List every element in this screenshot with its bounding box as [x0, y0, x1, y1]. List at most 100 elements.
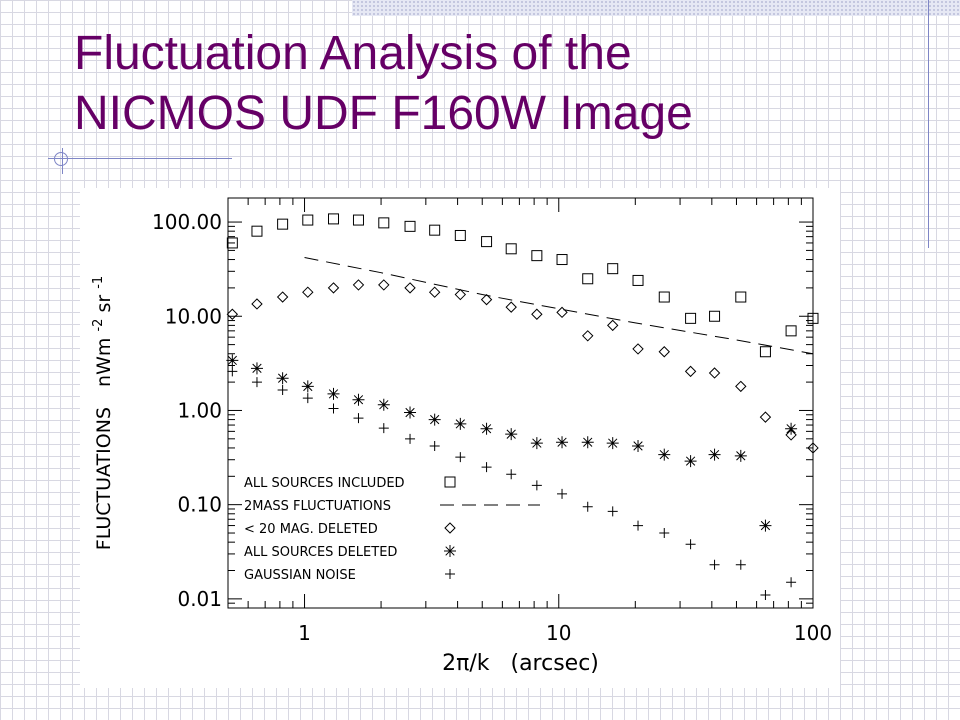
- plus-marker: [735, 559, 746, 570]
- x-tick-label: 100: [794, 621, 832, 645]
- asterisk-marker: [480, 422, 493, 435]
- square-marker: [454, 229, 466, 241]
- asterisk-marker: [276, 372, 289, 385]
- asterisk-marker: [734, 449, 747, 462]
- plus-marker: [760, 589, 771, 600]
- x-tick-label: 1: [298, 621, 311, 645]
- legend-label: ALL SOURCES INCLUDED: [244, 476, 405, 491]
- square-marker: [556, 254, 568, 266]
- square-marker: [352, 214, 364, 226]
- series-plus: [227, 366, 797, 600]
- y-axis-label-unit-exp2: -1: [91, 276, 106, 289]
- asterisk-marker: [684, 455, 697, 468]
- top-decoration-bar: [352, 0, 960, 16]
- asterisk-marker: [658, 448, 671, 461]
- square-marker: [251, 225, 263, 237]
- square-marker: [807, 312, 819, 324]
- square-marker: [505, 243, 517, 255]
- square-marker: [531, 250, 543, 262]
- x-axis-label: 2π/k (arcsec): [442, 651, 599, 676]
- square-marker: [685, 312, 697, 324]
- data-series: [226, 213, 819, 600]
- square-marker: [582, 273, 594, 285]
- plus-marker: [455, 452, 466, 463]
- square-marker: [277, 218, 289, 230]
- y-tick-label: 1.00: [177, 398, 222, 422]
- diamond-marker: [582, 330, 594, 342]
- diamond-marker: [428, 286, 441, 298]
- diamond-marker: [276, 291, 289, 303]
- plus-marker: [378, 423, 389, 434]
- y-axis-label: FLUCTUATIONS nWm -2 sr -1: [85, 276, 115, 550]
- series-asterisk: [226, 354, 798, 532]
- right-vertical-rule: [928, 0, 929, 248]
- diamond-marker: [556, 306, 568, 319]
- plus-marker: [328, 403, 339, 414]
- square-marker: [481, 236, 493, 248]
- series-line: [304, 257, 814, 355]
- fluctuation-chart: 1 10 100 0.01 0.10 1.00 10.00 100.00 ALL SOURCE…: [85, 197, 832, 676]
- title-tick-ornament: [62, 148, 63, 174]
- asterisk-marker: [708, 448, 721, 461]
- square-marker: [404, 220, 416, 232]
- diamond-marker: [684, 365, 697, 378]
- diamond-marker: [378, 279, 390, 291]
- slide-title: Fluctuation Analysis of the NICMOS UDF F…: [74, 24, 854, 144]
- diamond-marker: [226, 308, 239, 320]
- square-marker: [444, 476, 456, 488]
- asterisk-marker: [327, 387, 340, 400]
- asterisk-marker: [606, 437, 619, 450]
- plus-marker: [277, 384, 288, 395]
- chart-panel: [80, 188, 840, 688]
- asterisk-marker: [530, 437, 543, 450]
- asterisk-marker: [377, 398, 390, 411]
- diamond-marker: [352, 279, 365, 291]
- diamond-marker: [735, 380, 747, 393]
- diamond-marker: [708, 367, 721, 379]
- legend-label: 2MASS FLUCTUATIONS: [244, 499, 391, 514]
- square-marker: [429, 224, 441, 236]
- plus-marker: [251, 377, 262, 388]
- plus-marker: [531, 480, 542, 491]
- asterisk-marker: [556, 436, 569, 449]
- legend-label: ALL SOURCES DELETED: [244, 545, 397, 560]
- asterisk-marker: [301, 380, 314, 393]
- asterisk-marker: [428, 413, 441, 426]
- diamond-marker: [759, 411, 772, 423]
- slide-title-line-2: NICMOS UDF F160W Image: [74, 87, 693, 140]
- asterisk-marker: [352, 393, 365, 406]
- diamond-marker: [327, 282, 340, 294]
- plus-marker: [685, 539, 696, 550]
- plus-marker: [405, 433, 416, 444]
- plus-marker: [353, 413, 364, 424]
- plus-marker: [481, 462, 492, 473]
- square-marker: [735, 291, 747, 303]
- diamond-marker: [785, 429, 797, 441]
- series-diamond: [226, 279, 819, 454]
- plot-frame: [227, 197, 814, 609]
- tick-labels: 1 10 100 0.01 0.10 1.00 10.00 100.00: [152, 210, 832, 645]
- plus-marker: [227, 366, 238, 377]
- square-marker: [709, 310, 721, 322]
- plus-marker: [659, 528, 670, 539]
- square-marker: [378, 217, 390, 229]
- square-marker: [226, 237, 238, 249]
- asterisk-marker: [505, 428, 518, 441]
- asterisk-marker: [444, 545, 456, 557]
- diamond-marker: [302, 286, 314, 298]
- y-axis-label-unit-sr: sr: [93, 295, 115, 313]
- legend-label: GAUSSIAN NOISE: [244, 568, 356, 583]
- diamond-marker: [607, 319, 619, 332]
- x-tick-label: 10: [546, 621, 571, 645]
- plus-marker: [607, 506, 618, 517]
- square-marker: [658, 291, 670, 303]
- asterisk-marker: [454, 417, 467, 430]
- y-axis-label-main: FLUCTUATIONS: [93, 407, 115, 550]
- plus-marker: [786, 577, 797, 588]
- y-tick-label: 0.01: [177, 587, 222, 611]
- diamond-marker: [404, 282, 416, 294]
- diamond-marker: [505, 301, 517, 313]
- slide-title-line-1: Fluctuation Analysis of the: [74, 27, 632, 80]
- plus-marker: [429, 440, 440, 451]
- diamond-marker: [807, 442, 819, 454]
